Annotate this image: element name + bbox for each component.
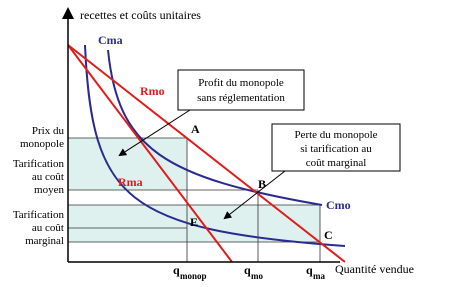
curve-label: Rmo (140, 84, 165, 98)
callout-text: Perte du monopole (294, 129, 377, 141)
point-label: E (190, 215, 198, 229)
point-label: A (191, 122, 200, 136)
rma-line (67, 44, 233, 263)
x-axis-label: Quantité vendue (335, 262, 414, 276)
callout-text: Profit du monopole (198, 77, 284, 89)
x-label: q (244, 263, 251, 277)
rmo-line (67, 44, 346, 263)
callout-text: coût marginal (306, 157, 367, 169)
y-label: Tarification (13, 209, 65, 221)
y-axis-label: recettes et coûts unitaires (80, 8, 201, 22)
x-label-sub: ma (313, 271, 325, 281)
callout-text: sans réglementation (197, 92, 285, 104)
x-label: q (306, 263, 313, 277)
curve-label: Rma (118, 175, 143, 189)
cma-curve (84, 44, 346, 247)
point-label: C (324, 228, 333, 242)
callout-box (271, 123, 401, 172)
y-label: au coût (32, 171, 64, 183)
point-label: B (258, 177, 266, 191)
curve-label: Cma (98, 33, 123, 47)
y-label: marginal (25, 235, 64, 247)
y-label: au coût (32, 222, 64, 234)
profit-area (68, 138, 187, 190)
cmo-curve (107, 49, 323, 206)
y-label: monopole (20, 138, 64, 150)
y-label: Tarification (13, 158, 65, 170)
x-label-sub: mo (251, 271, 263, 281)
x-label: q (173, 263, 180, 277)
y-label: moyen (34, 184, 64, 196)
callout-arrow (223, 170, 286, 220)
callout-text: si tarification au (300, 143, 372, 155)
curve-label: Cmo (326, 198, 351, 212)
callout-arrow (118, 109, 191, 157)
y-label: Prix du (32, 125, 65, 137)
callout-box (177, 69, 305, 111)
x-label-sub: monop (180, 271, 207, 281)
guides (68, 137, 321, 262)
